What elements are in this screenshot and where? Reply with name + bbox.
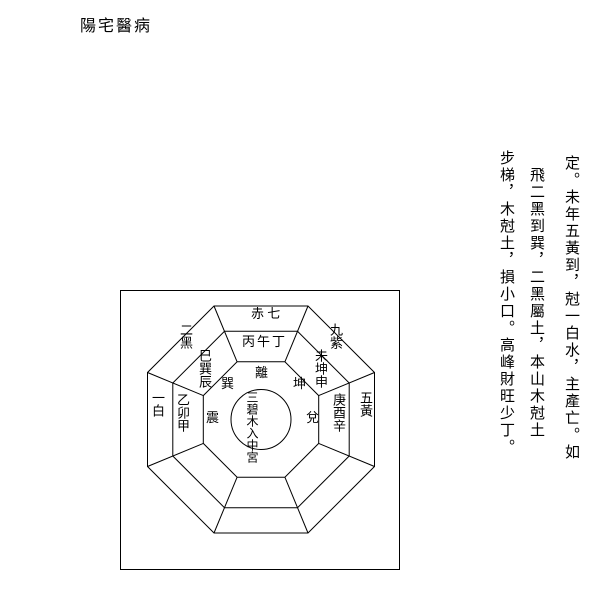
outer-top-num: 七 bbox=[267, 306, 280, 321]
inner-top: 離 bbox=[255, 366, 268, 379]
mid-right: 庚酉辛 bbox=[332, 393, 345, 432]
outer-right-num: 五 bbox=[358, 391, 373, 404]
outer-tl-num: 二 bbox=[178, 323, 193, 336]
outer-top: 赤 七 bbox=[251, 307, 280, 320]
outer-tr-label: 紫 bbox=[328, 336, 343, 349]
outer-left-label: 白 bbox=[150, 404, 165, 417]
outer-right: 五黃 bbox=[359, 391, 372, 417]
text-column-2: 飛二黑到巽，二黑屬土，本山木尅土 bbox=[522, 150, 551, 439]
outer-tr: 九紫 bbox=[329, 323, 342, 349]
mid-tr: 未坤申 bbox=[314, 349, 327, 388]
outer-left: 一白 bbox=[151, 391, 164, 417]
inner-left: 震 bbox=[206, 411, 219, 424]
text-column-3: 步梯，木尅土，損小口。高峰財旺少丁。 bbox=[492, 150, 521, 456]
center-text: 三碧木入中宮 bbox=[246, 391, 258, 463]
page-title: 陽宅醫病 bbox=[80, 12, 152, 36]
outer-left-num: 一 bbox=[150, 391, 165, 404]
inner-right: 兌 bbox=[306, 411, 319, 424]
outer-tl: 二黑 bbox=[179, 323, 192, 349]
inner-tr: 坤 bbox=[293, 377, 306, 390]
mid-left: 乙卯甲 bbox=[176, 393, 189, 432]
bagua-diagram: 赤 七 九紫 五黃 一白 二黑 丙午丁 未坤申 庚酉辛 乙卯甲 巳巽辰 離 坤 … bbox=[120, 290, 400, 570]
mid-top: 丙午丁 bbox=[242, 335, 287, 348]
outer-tl-label: 黑 bbox=[178, 336, 193, 349]
outer-right-label: 黃 bbox=[358, 404, 373, 417]
mid-tl: 巳巽辰 bbox=[198, 349, 211, 388]
outer-tr-num: 九 bbox=[328, 323, 343, 336]
text-column-1: 定。未年五黃到，尅一白水，主產亡。如 bbox=[557, 155, 586, 461]
outer-top-label: 赤 bbox=[251, 306, 264, 321]
inner-tl: 巽 bbox=[221, 377, 234, 390]
